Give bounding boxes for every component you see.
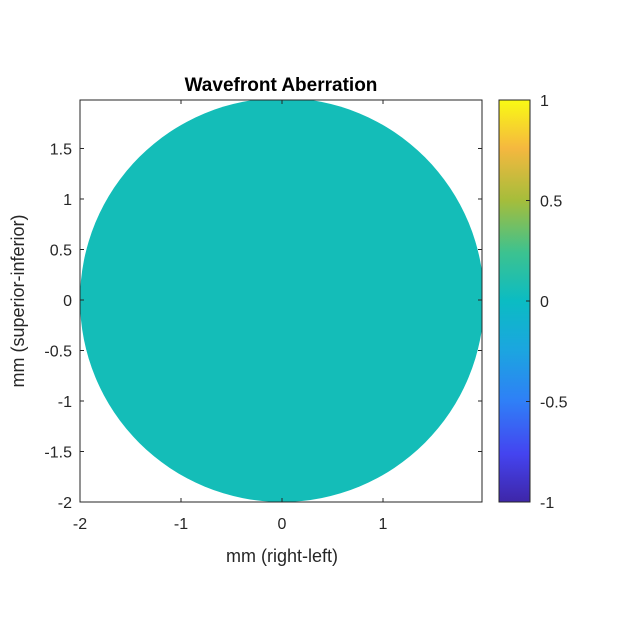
x-axis-ticks: -2 -1 0 1 bbox=[73, 100, 388, 533]
colorbar-tick-label: -1 bbox=[540, 495, 554, 512]
x-tick-label: -2 bbox=[73, 516, 87, 533]
x-tick-label: 0 bbox=[278, 516, 287, 533]
y-tick-label: 0.5 bbox=[50, 242, 72, 259]
colorbar-tick-label: -0.5 bbox=[540, 395, 568, 412]
colorbar-ticks: -1 -0.5 0 0.5 1 bbox=[526, 93, 568, 512]
chart-title: Wavefront Aberration bbox=[185, 75, 378, 96]
y-tick-label: 1 bbox=[63, 192, 72, 209]
y-tick-label: -1 bbox=[58, 394, 72, 411]
y-tick-label: 0 bbox=[63, 293, 72, 310]
y-tick-label: -0.5 bbox=[44, 343, 72, 360]
colorbar-tick-label: 0 bbox=[540, 294, 549, 311]
y-tick-label: -2 bbox=[58, 495, 72, 512]
y-axis-label: mm (superior-inferior) bbox=[8, 214, 28, 387]
plot-frame bbox=[79, 99, 483, 503]
y-axis-ticks: -2 -1.5 -1 -0.5 0 0.5 1 1.5 bbox=[44, 141, 482, 512]
x-tick-label: -1 bbox=[174, 516, 188, 533]
x-tick-label: 1 bbox=[379, 516, 388, 533]
colorbar-tick-label: 1 bbox=[540, 93, 549, 110]
colorbar-tick-label: 0.5 bbox=[540, 194, 562, 211]
y-tick-label: 1.5 bbox=[50, 141, 72, 158]
colorbar bbox=[498, 99, 531, 503]
y-tick-label: -1.5 bbox=[44, 444, 72, 461]
x-axis-label: mm (right-left) bbox=[226, 546, 338, 566]
pupil-disc bbox=[80, 100, 482, 502]
